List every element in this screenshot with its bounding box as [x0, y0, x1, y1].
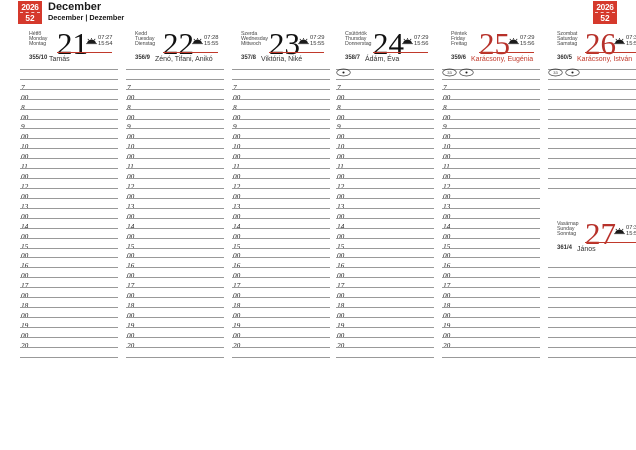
svg-text:33: 33 [553, 70, 558, 75]
svg-text:33: 33 [447, 70, 452, 75]
